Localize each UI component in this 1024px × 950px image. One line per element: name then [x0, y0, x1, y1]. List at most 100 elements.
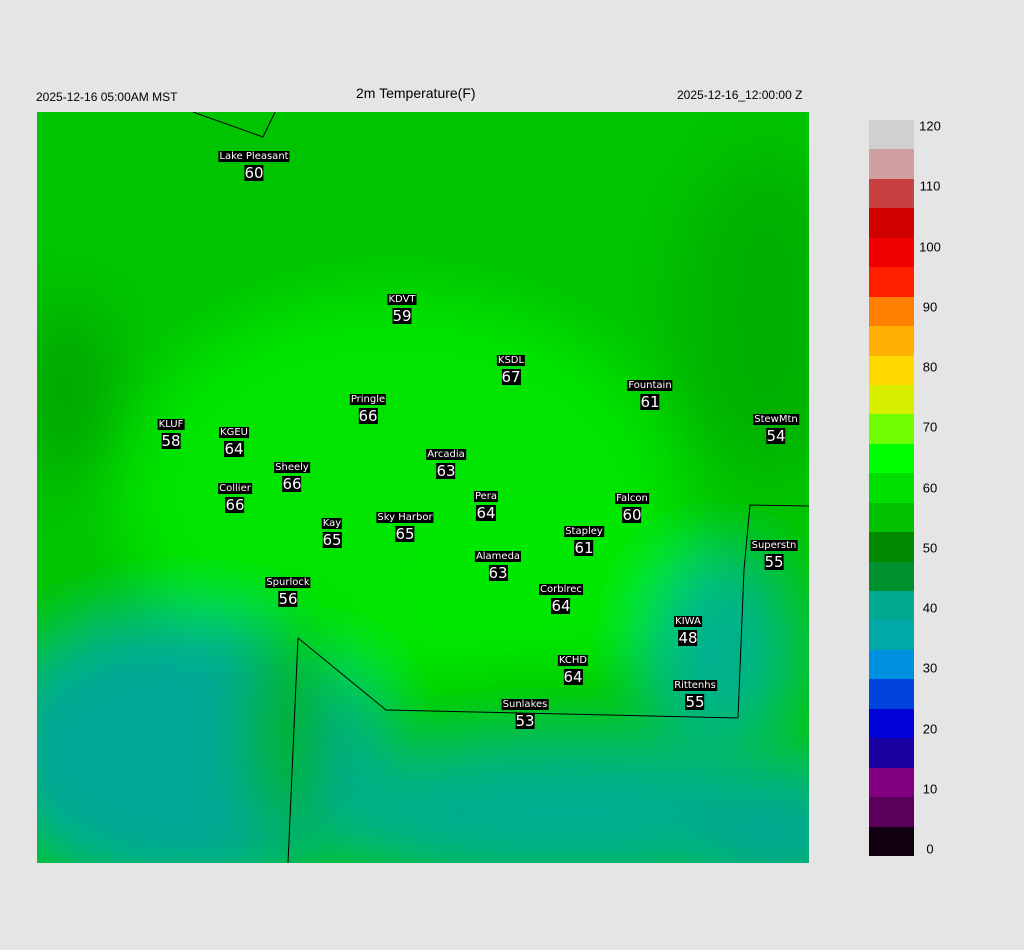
station-temperature: 54 — [766, 427, 786, 445]
station-marker: Corblrec 64 — [539, 577, 583, 615]
station-name: Pera — [473, 491, 499, 502]
station-marker: KDVT 59 — [387, 287, 417, 325]
station-marker: Arcadia 63 — [426, 442, 466, 480]
station-name: Fountain — [627, 380, 673, 391]
colorbar-segment — [869, 826, 914, 856]
colorbar-segment — [869, 237, 914, 268]
station-name: Superstn — [750, 540, 798, 551]
station-temperature: 60 — [244, 164, 264, 182]
station-name: Pringle — [349, 394, 387, 405]
station-marker: Sunlakes 53 — [501, 692, 549, 730]
colorbar-segment — [869, 120, 914, 150]
temperature-map: Lake Pleasant 60 KDVT 59 KSDL 67 Fountain 61 Pri… — [37, 112, 809, 863]
station-name: Sheely — [274, 462, 310, 473]
colorbar-segment — [869, 561, 914, 591]
station-temperature: 64 — [563, 668, 583, 686]
station-marker: Fountain 61 — [627, 373, 673, 411]
station-marker: Kay 65 — [321, 511, 343, 549]
station-marker: KGEU 64 — [219, 420, 249, 458]
colorbar-segment — [869, 649, 914, 680]
colorbar-tick-label: 110 — [919, 178, 941, 194]
station-name: Rittenhs — [673, 680, 717, 691]
station-marker: Spurlock 56 — [265, 570, 311, 608]
colorbar-tick-label: 100 — [919, 239, 941, 254]
station-name: Falcon — [615, 493, 649, 504]
station-name: StewMtn — [753, 414, 799, 425]
county-boundary — [287, 637, 299, 863]
station-name: Lake Pleasant — [218, 151, 290, 162]
station-temperature: 66 — [225, 496, 245, 514]
station-temperature: 53 — [515, 712, 535, 730]
station-marker: Alameda 63 — [474, 544, 522, 582]
station-temperature: 55 — [764, 553, 784, 571]
station-temperature: 48 — [678, 629, 698, 647]
colorbar-segment — [869, 502, 914, 533]
colorbar-segment — [869, 473, 914, 503]
county-boundary — [192, 112, 276, 138]
station-marker: Sky Harbor 65 — [376, 505, 434, 543]
colorbar-segment — [869, 326, 914, 356]
station-marker: Pera 64 — [473, 484, 499, 522]
station-marker: Superstn 55 — [750, 533, 798, 571]
colorbar-tick-label: 120 — [919, 118, 941, 134]
colorbar-segment — [869, 708, 914, 739]
colorbar-tick-label: 50 — [922, 540, 938, 556]
map-title: 2m Temperature(F) — [356, 85, 476, 101]
station-temperature: 63 — [436, 462, 456, 480]
station-temperature: 65 — [322, 531, 342, 549]
station-temperature: 58 — [161, 432, 181, 450]
colorbar-segment — [869, 267, 914, 297]
station-temperature: 64 — [224, 440, 244, 458]
station-temperature: 66 — [358, 407, 378, 425]
station-name: KGEU — [219, 427, 249, 438]
station-name: Sky Harbor — [376, 512, 434, 523]
colorbar-tick-label: 20 — [922, 721, 938, 736]
station-name: KLUF — [157, 419, 185, 430]
colorbar-tick-label: 90 — [922, 299, 938, 315]
station-marker: Stapley 61 — [564, 519, 604, 557]
station-marker: Lake Pleasant 60 — [218, 144, 290, 182]
station-temperature: 59 — [392, 307, 412, 325]
station-temperature: 65 — [395, 525, 415, 543]
station-temperature: 67 — [501, 368, 521, 386]
station-name: Collier — [218, 483, 252, 494]
station-name: KCHD — [557, 655, 589, 666]
station-temperature: 60 — [622, 506, 642, 524]
station-name: Spurlock — [265, 577, 311, 588]
station-name: Kay — [321, 518, 343, 529]
station-name: Alameda — [474, 551, 522, 562]
station-marker: Sheely 66 — [274, 455, 310, 493]
colorbar-tick-label: 80 — [922, 359, 938, 375]
colorbar-segment — [869, 679, 914, 709]
station-marker: KCHD 64 — [557, 648, 589, 686]
station-marker: KLUF 58 — [157, 412, 185, 450]
county-boundary — [297, 504, 809, 719]
colorbar-tick-label: 70 — [922, 419, 938, 435]
station-marker: Falcon 60 — [615, 486, 649, 524]
colorbar-segment — [869, 296, 914, 327]
station-temperature: 64 — [551, 597, 571, 615]
station-temperature: 55 — [685, 693, 705, 711]
colorbar-tick-label: 10 — [922, 781, 938, 797]
colorbar-segment — [869, 797, 914, 827]
colorbar-segment — [869, 384, 914, 415]
station-name: Arcadia — [426, 449, 466, 460]
station-temperature: 61 — [574, 539, 594, 557]
station-name: KSDL — [496, 355, 526, 366]
colorbar — [869, 120, 914, 856]
station-name: Stapley — [564, 526, 604, 537]
colorbar-segment — [869, 532, 914, 562]
station-marker: Rittenhs 55 — [673, 673, 717, 711]
colorbar-segment — [869, 738, 914, 768]
colorbar-tick-label: 0 — [926, 841, 934, 857]
colorbar-tick-label: 30 — [922, 660, 938, 676]
colorbar-tick-label: 60 — [922, 480, 938, 495]
colorbar-segment — [869, 767, 914, 798]
colorbar-segment — [869, 355, 914, 385]
station-marker: StewMtn 54 — [753, 407, 799, 445]
colorbar-segment — [869, 414, 914, 444]
colorbar-segment — [869, 178, 914, 209]
station-marker: Collier 66 — [218, 476, 252, 514]
colorbar-tick-label: 40 — [922, 600, 938, 616]
station-temperature: 63 — [488, 564, 508, 582]
